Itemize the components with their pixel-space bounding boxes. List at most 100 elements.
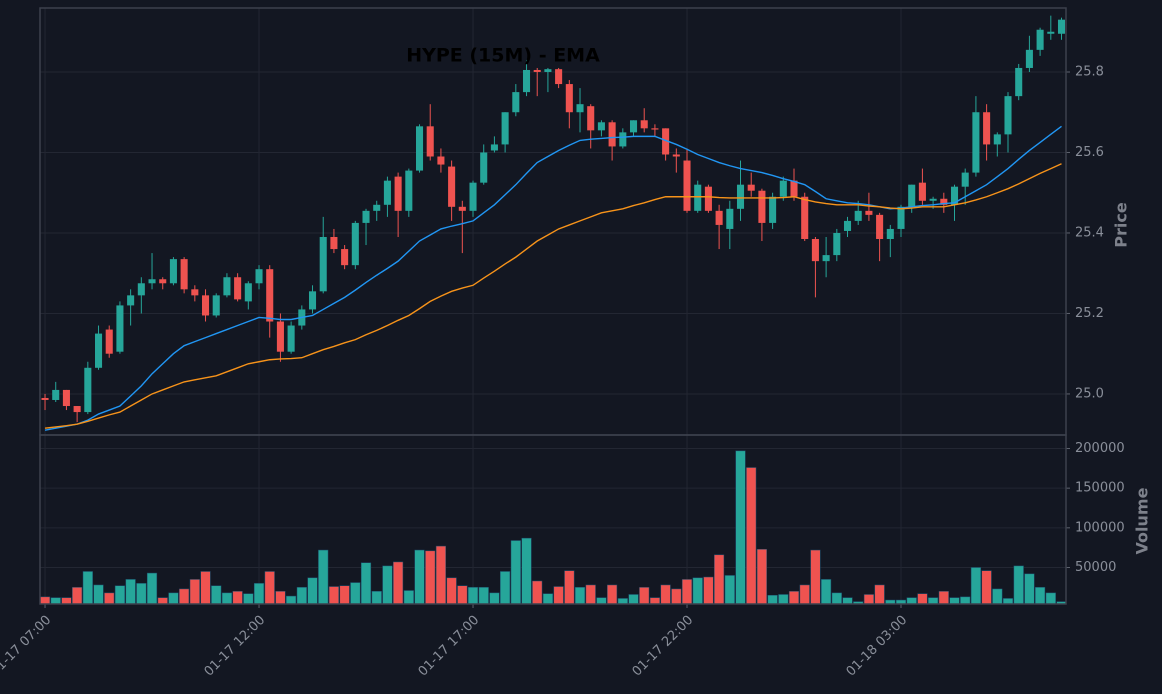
volume-bar: [221, 592, 232, 605]
y-tick-label: 50000: [1075, 560, 1116, 575]
y-axis-label: Price: [1112, 202, 1131, 248]
volume-bar: [1013, 565, 1024, 605]
volume-bar: [928, 597, 939, 605]
y-tick-label: 25.0: [1075, 386, 1104, 401]
volume-bar: [660, 584, 671, 605]
candle-body: [597, 122, 605, 131]
candle-body: [576, 104, 584, 113]
candle-body: [758, 190, 766, 223]
candle-body: [73, 406, 81, 413]
volume-bar: [564, 570, 575, 605]
candle-body: [555, 69, 563, 85]
candle-body: [41, 397, 49, 400]
volume-bar: [810, 549, 821, 605]
volume-bar: [788, 591, 800, 605]
candle-body: [897, 206, 905, 229]
volume-bar: [574, 587, 586, 605]
volume-bar: [467, 587, 479, 605]
candle-body: [769, 196, 777, 223]
candle-body: [394, 176, 402, 211]
candle-body: [223, 277, 231, 296]
candle-body: [127, 295, 135, 306]
volume-bar: [457, 585, 468, 605]
candle-body: [715, 210, 723, 225]
candle-body: [619, 132, 627, 147]
y-tick-label: 25.6: [1075, 145, 1104, 160]
volume-bar: [938, 591, 949, 605]
volume-bar: [253, 583, 265, 605]
volume-bar: [607, 584, 618, 605]
y-tick-label: 25.2: [1075, 306, 1104, 321]
candle-body: [736, 184, 745, 209]
candle-body: [801, 196, 809, 240]
candle-body: [865, 210, 873, 215]
volume-bar: [767, 595, 778, 605]
volume-bar: [510, 540, 521, 605]
candle-body: [448, 166, 456, 207]
volume-bar: [906, 597, 917, 605]
candle-body: [426, 126, 434, 157]
candle-body: [490, 144, 498, 151]
candle-body: [629, 120, 638, 133]
volume-bar: [243, 593, 254, 605]
candle-body: [512, 92, 520, 113]
y-tick-label: 150000: [1075, 481, 1125, 496]
candle-body: [886, 228, 894, 240]
volume-bar: [435, 545, 446, 605]
volume-bar: [39, 596, 51, 605]
volume-bar: [831, 592, 842, 605]
candle-body: [651, 128, 659, 130]
candle-body: [341, 249, 349, 266]
candle-body: [908, 184, 916, 207]
volume-bar: [189, 579, 200, 605]
volume-bar: [93, 584, 104, 605]
candle-body: [437, 156, 445, 165]
volume-bar: [960, 596, 971, 605]
volume-bar: [350, 582, 361, 605]
candle-body: [276, 321, 284, 352]
candle-body: [415, 126, 424, 171]
volume-bar: [1002, 598, 1014, 605]
candle-body: [640, 120, 648, 129]
candle-body: [116, 305, 124, 352]
candle-body: [169, 259, 177, 284]
candle-body: [565, 84, 573, 113]
candle-body: [822, 255, 830, 262]
candle-body: [1015, 67, 1023, 97]
candle-body: [918, 182, 926, 201]
candle-body: [201, 295, 210, 316]
candle-body: [672, 154, 680, 157]
volume-bar: [756, 549, 767, 605]
volume-bar: [414, 549, 425, 605]
volume-bar: [778, 594, 789, 605]
volume-bar: [339, 585, 350, 605]
candle-body: [1004, 96, 1012, 135]
candle-body: [159, 279, 167, 284]
candle-body: [287, 325, 295, 352]
volume-bar: [114, 585, 125, 605]
volume-bar: [146, 572, 158, 605]
candle-body: [940, 198, 948, 205]
volume-bar: [617, 598, 628, 605]
y-axis-label: Volume: [1133, 487, 1152, 554]
candle-body: [961, 172, 969, 187]
volume-bar: [992, 588, 1003, 605]
volume-frame: [39, 434, 1067, 605]
volume-bar: [681, 579, 693, 605]
volume-bar: [1024, 573, 1035, 605]
volume-bar: [799, 584, 810, 605]
candle-body: [469, 182, 477, 211]
candle-body: [929, 198, 937, 201]
volume-bar: [724, 575, 735, 605]
candle-body: [1025, 49, 1033, 68]
volume-bar: [168, 592, 179, 605]
volume-bar: [446, 577, 457, 605]
candle-body: [833, 232, 841, 256]
volume-bar: [50, 597, 61, 605]
volume-bar: [104, 592, 115, 605]
candle-body: [191, 289, 199, 296]
volume-bar: [328, 586, 339, 605]
volume-bar: [585, 584, 596, 605]
volume-bar: [596, 597, 607, 605]
candle-body: [319, 236, 327, 292]
